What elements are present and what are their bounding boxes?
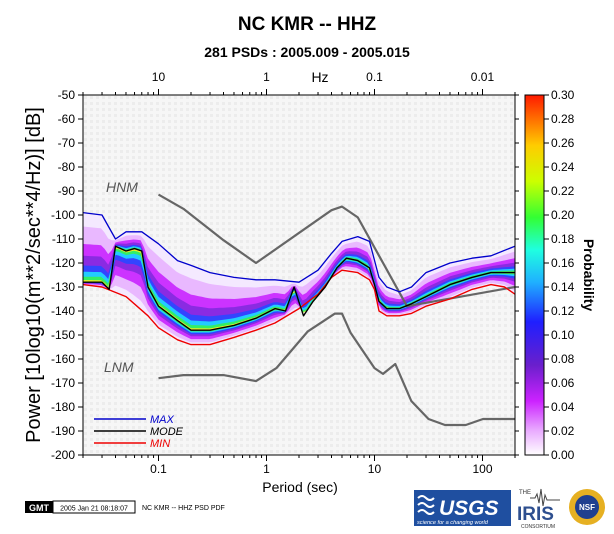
x-tick-label: 100 [472,462,492,476]
colorbar-tick-label: 0.10 [551,328,575,342]
legend-max-label: MAX [150,414,175,426]
colorbar-tick-label: 0.18 [551,232,575,246]
usgs-tagline: science for a changing world [417,520,489,526]
colorbar-tick-label: 0.12 [551,304,575,318]
x2-tick-label: 1 [263,70,270,84]
y-tick-label: -120 [51,256,75,270]
y-tick-label: -200 [51,448,75,462]
usgs-logo: USGS science for a changing world [414,490,511,526]
axes: -50 -60 -70 -80 -90 -100 -110 -120 -130 -140 -150 -… [51,70,519,476]
lnm-label: LNM [104,359,134,375]
colorbar-tick-label: 0.30 [551,88,575,102]
min-line [83,269,515,346]
x2-tick-label: 0.01 [471,70,495,84]
usgs-name: USGS [439,497,499,520]
density-band-7 [83,246,515,332]
hnm-line [157,193,515,308]
chart-subtitle: 281 PSDs : 2005.009 - 2005.015 [204,44,410,60]
footer-caption: NC KMR -- HHZ PSD PDF [142,505,225,512]
iris-logo: THE IRIS CONSORTIUM [517,488,560,530]
gmt-badge-text: GMT [29,503,49,513]
series-lines [83,193,515,427]
mode-line [83,245,515,331]
colorbar-tick-label: 0.28 [551,112,575,126]
y-tick-label: -110 [52,232,75,246]
iris-consortium: CONSORTIUM [521,524,555,530]
y-tick-label: -70 [58,136,76,150]
y-axis-title: Power [10log10(m**2/sec**4/Hz)] [dB] [23,107,45,443]
colorbar-ticks: 0.30 0.28 0.26 0.24 0.22 0.20 0.18 0.16 0.14 0.12… [544,88,575,462]
colorbar-tick-label: 0.24 [551,160,575,174]
hnm-label: HNM [106,179,138,195]
iris-name: IRIS [517,504,554,525]
x2-tick-label: 0.1 [366,70,383,84]
y-tick-label: -170 [51,376,75,390]
density-band-4 [83,242,515,337]
colorbar-tick-label: 0.16 [551,256,575,270]
nsf-seal: NSF [569,489,605,525]
y-tick-label: -130 [51,280,75,294]
y-tick-label: -190 [51,424,75,438]
colorbar-tick-label: 0.26 [551,136,575,150]
y-tick-label: -180 [51,400,75,414]
y-tick-label: -140 [51,304,75,318]
y-tick-label: -150 [51,328,75,342]
lnm-line [158,312,515,427]
colorbar [524,94,545,456]
gmt-badge [25,501,53,513]
gmt-stamp: GMT 2005 Jan 21 08:18:07 [25,500,136,514]
seismogram-icon [530,488,560,507]
y-tick-label: -60 [58,112,76,126]
colorbar-tick-label: 0.02 [551,424,575,438]
x-tick-label: 1 [263,462,270,476]
colorbar-tick-label: 0.06 [551,376,575,390]
colorbar-tick-label: 0.22 [551,184,575,198]
y-tick-label: -100 [51,208,75,222]
usgs-wave-icon [417,495,435,515]
colorbar-tick-label: 0.00 [551,448,575,462]
y-tick-label: -160 [51,352,75,366]
legend-mode-label: MODE [150,426,184,438]
colorbar-tick-label: 0.20 [551,208,575,222]
legend: MAX MODE MIN [94,414,184,450]
x-axis-title: Period (sec) [262,479,337,495]
iris-the: THE [519,490,531,496]
colorbar-tick-label: 0.04 [551,400,575,414]
x2-tick-label: 10 [152,70,166,84]
timestamp-box [52,500,136,514]
x2-axis-title: Hz [311,69,328,85]
y-tick-label: -90 [58,184,76,198]
chart-title: NC KMR -- HHZ [238,14,377,35]
colorbar-tick-label: 0.08 [551,352,575,366]
x-tick-label: 0.1 [150,462,167,476]
colorbar-label: Probability [581,239,597,312]
nsf-seal-text: NSF [579,503,595,512]
x-tick-label: 10 [368,462,382,476]
pdf-density-bands [83,212,515,345]
colorbar-tick-label: 0.14 [551,280,575,294]
timestamp: 2005 Jan 21 08:18:07 [60,506,128,513]
y-tick-label: -80 [58,160,76,174]
max-line [83,211,515,293]
legend-min-label: MIN [150,438,170,450]
nsf-seal-disc [575,495,599,519]
y-tick-label: -50 [58,88,76,102]
